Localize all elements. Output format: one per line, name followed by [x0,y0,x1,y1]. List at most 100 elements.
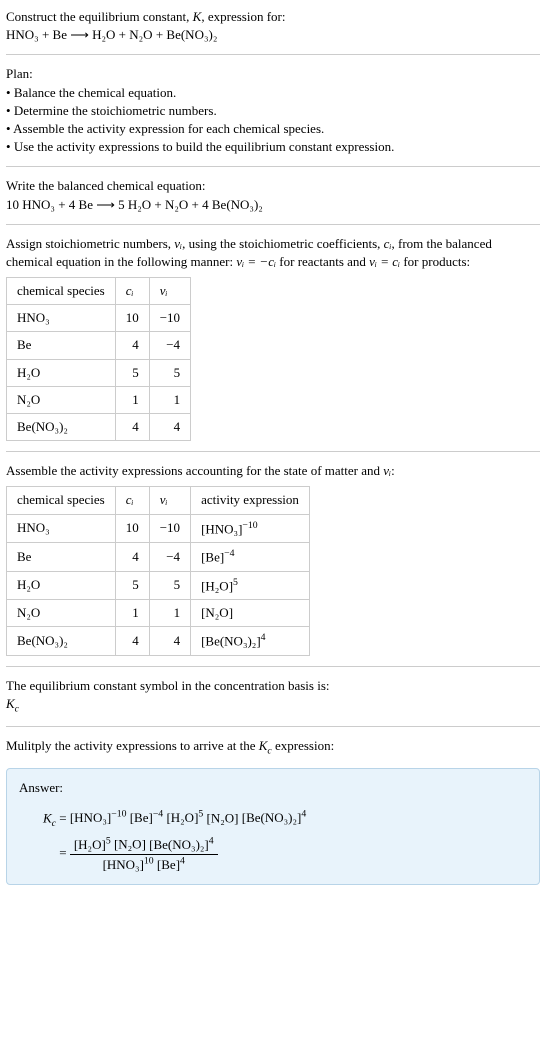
term-exp: 5 [198,809,203,820]
term-exp: −4 [153,809,163,820]
table-row: Be(NO₃)₂44 [7,414,191,441]
intro-text-post: , expression for: [201,9,285,24]
num-term: [Be(NO₃)₂]4 [149,837,213,852]
divider [6,54,540,55]
table-row: N₂O11[N₂O] [7,600,310,627]
term-base: [HNO₃] [103,857,144,872]
kc-k: K [43,810,52,825]
nu-header: νᵢ [160,492,168,507]
cell-sp: HNO₃ [7,514,116,543]
cell-sp: Be(NO₃)₂ [7,414,116,441]
answer-fraction-line: Kc = [H₂O]5 [N₂O] [Be(NO₃)₂]4 [HNO₃]10 [… [43,834,527,874]
cell-c: 4 [115,627,149,656]
intro-line1: Construct the equilibrium constant, K, e… [6,8,540,26]
col-header: chemical species [7,278,116,305]
col-header: activity expression [191,487,310,514]
cell-ae: [H₂O]5 [191,571,310,600]
eq1-term: [HNO₃]−10 [70,810,127,825]
plan-item: Use the activity expressions to build th… [6,138,540,156]
rel2: νᵢ = cᵢ [369,254,400,269]
term-exp: 4 [180,856,185,867]
multiply-section: Mulitply the activity expressions to arr… [6,737,540,758]
table-row: Be(NO₃)₂44[Be(NO₃)₂]4 [7,627,310,656]
multiply-text-b: expression: [272,738,334,753]
num-term: [N₂O] [114,837,146,852]
kc-sub: c [15,704,19,715]
stoich-table: chemical species cᵢ νᵢ HNO₃10−10 Be4−4 H… [6,277,191,441]
ae-exp: 4 [261,632,266,643]
cell-ae: [Be]−4 [191,543,310,572]
cell-nu: 4 [149,627,190,656]
ci-header: cᵢ [126,283,134,298]
table-row: H₂O55[H₂O]5 [7,571,310,600]
answer-label: Answer: [19,779,527,797]
arrow-icon: ⟶ [70,27,89,42]
plan-list: Balance the chemical equation. Determine… [6,84,540,157]
term-base: [HNO₃] [70,810,111,825]
term-base: [N₂O] [114,837,146,852]
cell-nu: 1 [149,386,190,413]
divider [6,726,540,727]
cell-sp: HNO₃ [7,305,116,332]
cell-sp: Be [7,332,116,359]
num-term: [H₂O]5 [74,837,111,852]
cell-nu: −4 [149,543,190,572]
fraction-numerator: [H₂O]5 [N₂O] [Be(NO₃)₂]4 [70,834,218,855]
col-header: νᵢ [149,487,190,514]
activity-section: Assemble the activity expressions accoun… [6,462,540,656]
plan-section: Plan: Balance the chemical equation. Det… [6,65,540,156]
table-header-row: chemical species cᵢ νᵢ activity expressi… [7,487,310,514]
cell-nu: 4 [149,414,190,441]
balanced-equation: 10 HNO₃ + 4 Be ⟶ 5 H₂O + N₂O + 4 Be(NO₃)… [6,196,540,214]
table-row: Be4−4 [7,332,191,359]
divider [6,166,540,167]
table-header-row: chemical species cᵢ νᵢ [7,278,191,305]
term-exp: 5 [106,835,111,846]
cell-ae: [Be(NO₃)₂]4 [191,627,310,656]
stoich-text-b: , using the stoichiometric coefficients, [182,236,384,251]
multiply-text-a: Mulitply the activity expressions to arr… [6,738,259,753]
cell-sp: H₂O [7,359,116,386]
stoich-text: Assign stoichiometric numbers, νᵢ, using… [6,235,540,271]
cell-c: 4 [115,414,149,441]
equals-sign: = [59,845,70,860]
cell-c: 5 [115,571,149,600]
cell-c: 10 [115,514,149,543]
cell-sp: H₂O [7,571,116,600]
col-header: cᵢ [115,278,149,305]
symbol-line: The equilibrium constant symbol in the c… [6,677,540,695]
stoich-text-d: for reactants and [276,254,369,269]
term-exp: 4 [301,809,306,820]
divider [6,451,540,452]
plan-item: Balance the chemical equation. [6,84,540,102]
table-row: N₂O11 [7,386,191,413]
nu-symbol: νᵢ [174,236,182,251]
plan-item: Assemble the activity expression for eac… [6,120,540,138]
cell-c: 1 [115,386,149,413]
cell-c: 5 [115,359,149,386]
nu-symbol: νᵢ [383,463,391,478]
cell-ae: [N₂O] [191,600,310,627]
term-base: [H₂O] [166,810,198,825]
activity-text-a: Assemble the activity expressions accoun… [6,463,383,478]
stoich-section: Assign stoichiometric numbers, νᵢ, using… [6,235,540,442]
cell-sp: Be [7,543,116,572]
intro-section: Construct the equilibrium constant, K, e… [6,8,540,44]
cell-c: 4 [115,332,149,359]
nu-header: νᵢ [160,283,168,298]
cell-sp: N₂O [7,600,116,627]
ae-exp: −4 [224,548,234,559]
stoich-text-a: Assign stoichiometric numbers, [6,236,174,251]
col-header: chemical species [7,487,116,514]
term-exp: 10 [144,856,154,867]
cell-nu: 5 [149,359,190,386]
eq-lhs: HNO₃ + Be [6,27,67,42]
plan-item: Determine the stoichiometric numbers. [6,102,540,120]
cell-sp: N₂O [7,386,116,413]
eq1-term: [Be(NO₃)₂]4 [242,810,306,825]
table-row: H₂O55 [7,359,191,386]
col-header: νᵢ [149,278,190,305]
ci-symbol: cᵢ [384,236,392,251]
term-base: [Be] [130,810,153,825]
kc-k: K [6,696,15,711]
